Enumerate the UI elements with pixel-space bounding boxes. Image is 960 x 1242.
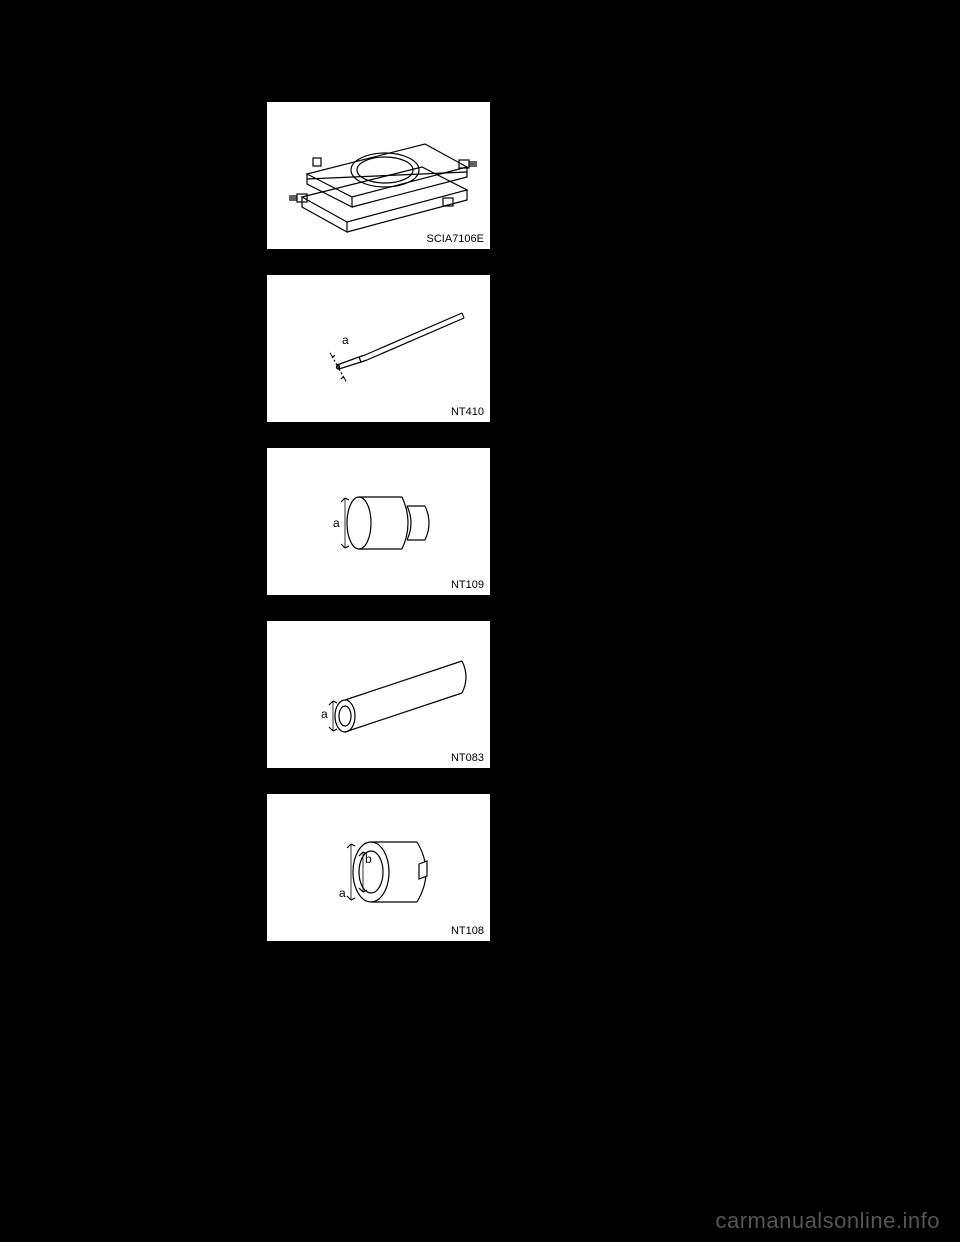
dimension-b: b bbox=[365, 852, 372, 866]
dimension-a: a bbox=[333, 516, 340, 530]
figure-code: SCIA7106E bbox=[427, 233, 484, 245]
figure-code: NT410 bbox=[451, 406, 484, 418]
pin-punch-illustration bbox=[267, 275, 492, 424]
solid-drift-illustration bbox=[267, 448, 492, 597]
figure-code: NT108 bbox=[451, 925, 484, 937]
socket-drift-illustration bbox=[267, 794, 492, 943]
watermark-text: carmanualsonline.info bbox=[715, 1208, 940, 1234]
dimension-a: a bbox=[342, 333, 349, 347]
dimension-a: a bbox=[339, 886, 346, 900]
figure-code: NT109 bbox=[451, 579, 484, 591]
puller-illustration bbox=[267, 102, 492, 251]
tube-drift-illustration bbox=[267, 621, 492, 770]
figure-code: NT083 bbox=[451, 752, 484, 764]
dimension-a: a bbox=[321, 707, 328, 721]
figure-socket-drift: b a NT108 bbox=[266, 793, 491, 942]
figure-puller-block: SCIA7106E bbox=[266, 101, 491, 250]
figure-solid-drift: a NT109 bbox=[266, 447, 491, 596]
figure-tube-drift: a NT083 bbox=[266, 620, 491, 769]
figure-pin-punch: a NT410 bbox=[266, 274, 491, 423]
